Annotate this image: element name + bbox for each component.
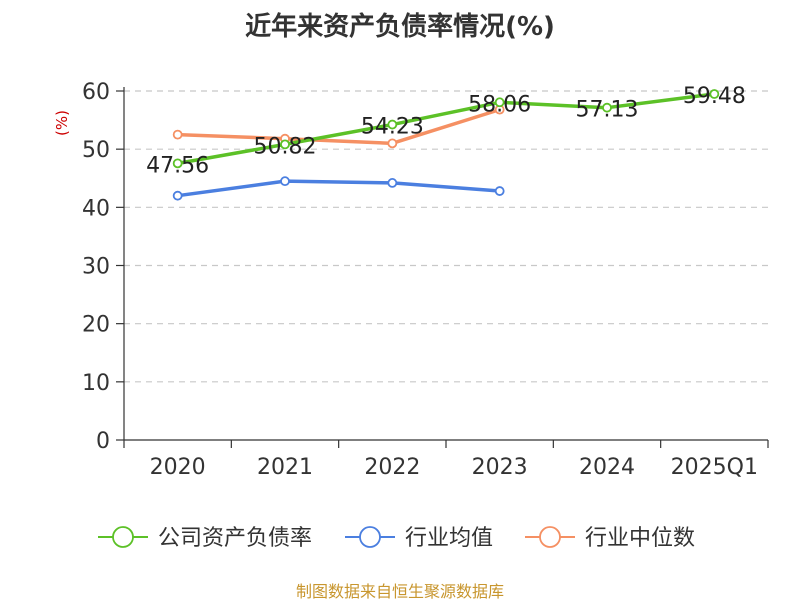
x-tick-label: 2025Q1 [671, 455, 758, 480]
series-line [177, 107, 501, 146]
data-source-note: 制图数据来自恒生聚源数据库 [295, 582, 504, 601]
data-point [280, 176, 290, 187]
legend-label: 行业均值 [405, 526, 493, 551]
series-line [177, 179, 500, 198]
data-point [172, 158, 183, 169]
data-point [280, 139, 290, 150]
data-label: 59.48 [683, 84, 746, 109]
data-label: 54.23 [361, 115, 424, 140]
y-tick-label: 30 [82, 255, 110, 280]
y-tick-label: 20 [82, 313, 110, 338]
data-point [387, 138, 398, 149]
data-point [172, 129, 183, 140]
x-tick-label: 2020 [150, 455, 206, 480]
legend-marker [539, 526, 561, 548]
data-label: 47.56 [146, 153, 209, 178]
data-label: 50.82 [254, 134, 317, 159]
data-label: 57.13 [576, 98, 639, 123]
x-tick-label: 2022 [364, 455, 420, 480]
y-tick-label: 40 [82, 196, 110, 221]
data-point [387, 119, 398, 130]
chart-title: 近年来资产负债率情况(%) [245, 12, 555, 42]
data-point [494, 186, 505, 196]
y-tick-label: 50 [82, 138, 110, 163]
data-point [387, 178, 398, 188]
legend-marker [112, 526, 134, 548]
x-tick-label: 2024 [579, 455, 635, 480]
data-label: 58.06 [468, 92, 531, 117]
data-point [494, 97, 505, 108]
y-tick-label: 0 [96, 429, 110, 454]
x-tick-label: 2021 [257, 455, 313, 480]
y-tick-label: 10 [82, 371, 110, 396]
series-line [177, 92, 715, 166]
legend-marker [359, 526, 381, 548]
data-point [709, 89, 720, 99]
data-point [602, 102, 612, 113]
data-point [172, 190, 183, 201]
legend-label: 公司资产负债率 [158, 526, 312, 551]
x-tick-label: 2023 [472, 455, 528, 480]
legend-label: 行业中位数 [585, 526, 695, 551]
y-tick-label: 60 [82, 80, 110, 105]
